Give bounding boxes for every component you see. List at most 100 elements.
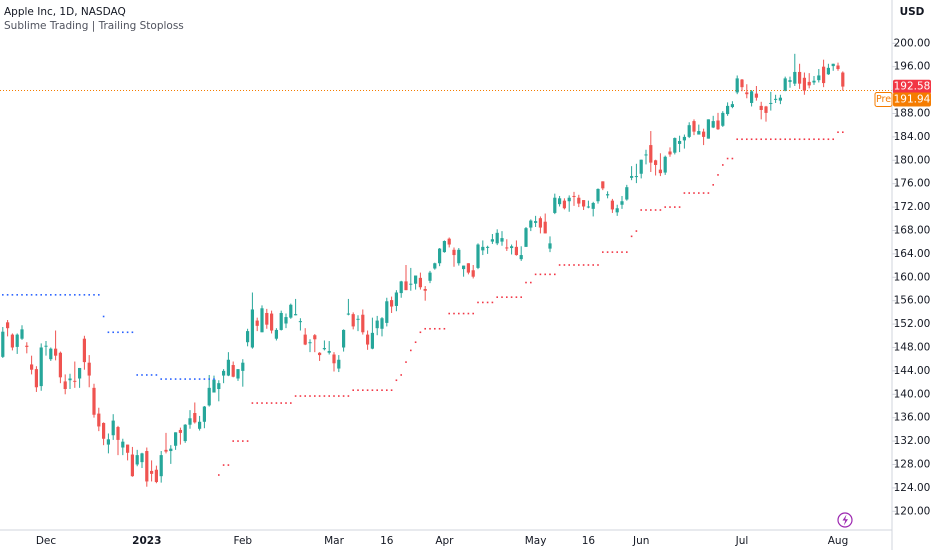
x-tick-label: Feb: [234, 535, 253, 547]
trailing-stop-dot: [784, 138, 786, 141]
candle-body: [730, 104, 734, 108]
candle-body: [318, 352, 322, 356]
candle-body: [663, 156, 667, 173]
candle-body: [87, 362, 91, 376]
candle-body: [346, 313, 350, 315]
trailing-stop-dot: [227, 464, 230, 466]
candle-body: [807, 81, 811, 86]
trailing-stop-dot: [429, 327, 431, 330]
candle-body: [236, 369, 240, 379]
trailing-stop-dot: [626, 251, 628, 253]
trailing-stop-dot: [506, 296, 508, 298]
candle-body: [610, 200, 614, 210]
candle-body: [217, 383, 221, 390]
candle-body: [298, 321, 302, 323]
candle-body: [788, 80, 792, 82]
candle-body: [313, 335, 317, 340]
x-tick-label: May: [525, 535, 547, 547]
trailing-stop-dot: [698, 192, 700, 194]
trailing-stop-dot: [45, 294, 47, 296]
trailing-stop-dot: [606, 251, 609, 253]
y-tick-label: 196.00: [894, 61, 931, 73]
candle-body: [682, 136, 686, 141]
x-tick-label: Dec: [36, 535, 57, 547]
candle-body: [812, 80, 816, 83]
trailing-stop-dot: [438, 327, 441, 330]
candle-body: [495, 232, 499, 244]
candle-body: [164, 449, 168, 452]
candle-body: [279, 312, 283, 330]
candle-body: [241, 362, 245, 371]
trailing-stop-dot: [294, 395, 297, 397]
trailing-stop-dot: [755, 138, 758, 141]
candle-body: [222, 370, 226, 376]
trailing-stop-dot: [486, 301, 489, 304]
trailing-stop-dot: [707, 192, 710, 194]
candle-body: [678, 140, 682, 144]
trailing-stop-dot: [328, 395, 330, 397]
candle-body: [126, 444, 130, 453]
candle-body: [111, 420, 115, 436]
trailing-stop-dot: [213, 378, 215, 380]
trailing-stop-dot: [136, 374, 138, 376]
candle-body: [255, 320, 259, 326]
trailing-stop-dot: [534, 273, 537, 276]
trailing-stop-dot: [280, 402, 282, 404]
trailing-stop-dot: [491, 301, 494, 304]
trailing-stop-dot: [256, 402, 258, 404]
candle-body: [68, 378, 72, 381]
candle-body: [246, 331, 250, 343]
y-tick-label: 176.00: [894, 178, 931, 190]
candle-body: [15, 334, 19, 347]
trailing-stop-dot: [174, 378, 177, 380]
trailing-stop-dot: [712, 184, 714, 186]
candle-body: [596, 188, 600, 202]
candle-body: [644, 154, 648, 156]
candle-body: [130, 454, 134, 477]
trailing-stop-dot: [179, 378, 182, 380]
trailing-stop-dot: [549, 273, 551, 276]
candle-body: [778, 97, 782, 101]
y-tick-label: 124.00: [894, 482, 931, 494]
trailing-stop-dot: [74, 294, 76, 296]
candle-body: [476, 244, 480, 268]
candle-body: [10, 334, 14, 348]
candle-body: [1, 331, 5, 357]
trailing-stop-dot: [621, 251, 623, 253]
trailing-stop-dot: [184, 378, 186, 380]
trailing-stop-dot: [458, 312, 460, 315]
trailing-stop-dot: [318, 395, 321, 397]
chart-title: Apple Inc, 1D, NASDAQ: [4, 6, 126, 18]
trailing-stop-dot: [482, 301, 484, 304]
candle-body: [366, 334, 370, 345]
candle-body: [433, 263, 437, 269]
candle-body: [308, 342, 312, 344]
candle-body: [630, 176, 634, 178]
y-tick-label: 148.00: [894, 341, 931, 353]
candle-body: [543, 221, 547, 234]
trailing-stop-dot: [381, 389, 383, 391]
trailing-stop-dot: [813, 138, 815, 141]
y-tick-label: 144.00: [894, 365, 931, 377]
trailing-stop-dot: [299, 395, 302, 397]
y-tick-label: 200.00: [894, 37, 931, 49]
candle-body: [649, 145, 653, 163]
candle-body: [471, 270, 475, 277]
trailing-stop-dot: [842, 131, 844, 134]
candle-body: [63, 381, 67, 390]
candle-body: [798, 71, 802, 84]
trailing-stop-dot: [630, 235, 633, 238]
candle-body: [759, 105, 763, 110]
candle-body: [6, 322, 10, 329]
trailing-stop-dot: [554, 273, 556, 276]
y-tick-label: 184.00: [894, 131, 931, 143]
candle-body: [30, 364, 34, 370]
trailing-stop-dot: [674, 206, 676, 208]
y-tick-label: 152.00: [894, 318, 931, 330]
candle-body: [418, 277, 422, 288]
trailing-stop-dot: [726, 157, 729, 160]
trailing-stop-dot: [746, 138, 748, 141]
trailing-stop-dot: [30, 294, 33, 296]
